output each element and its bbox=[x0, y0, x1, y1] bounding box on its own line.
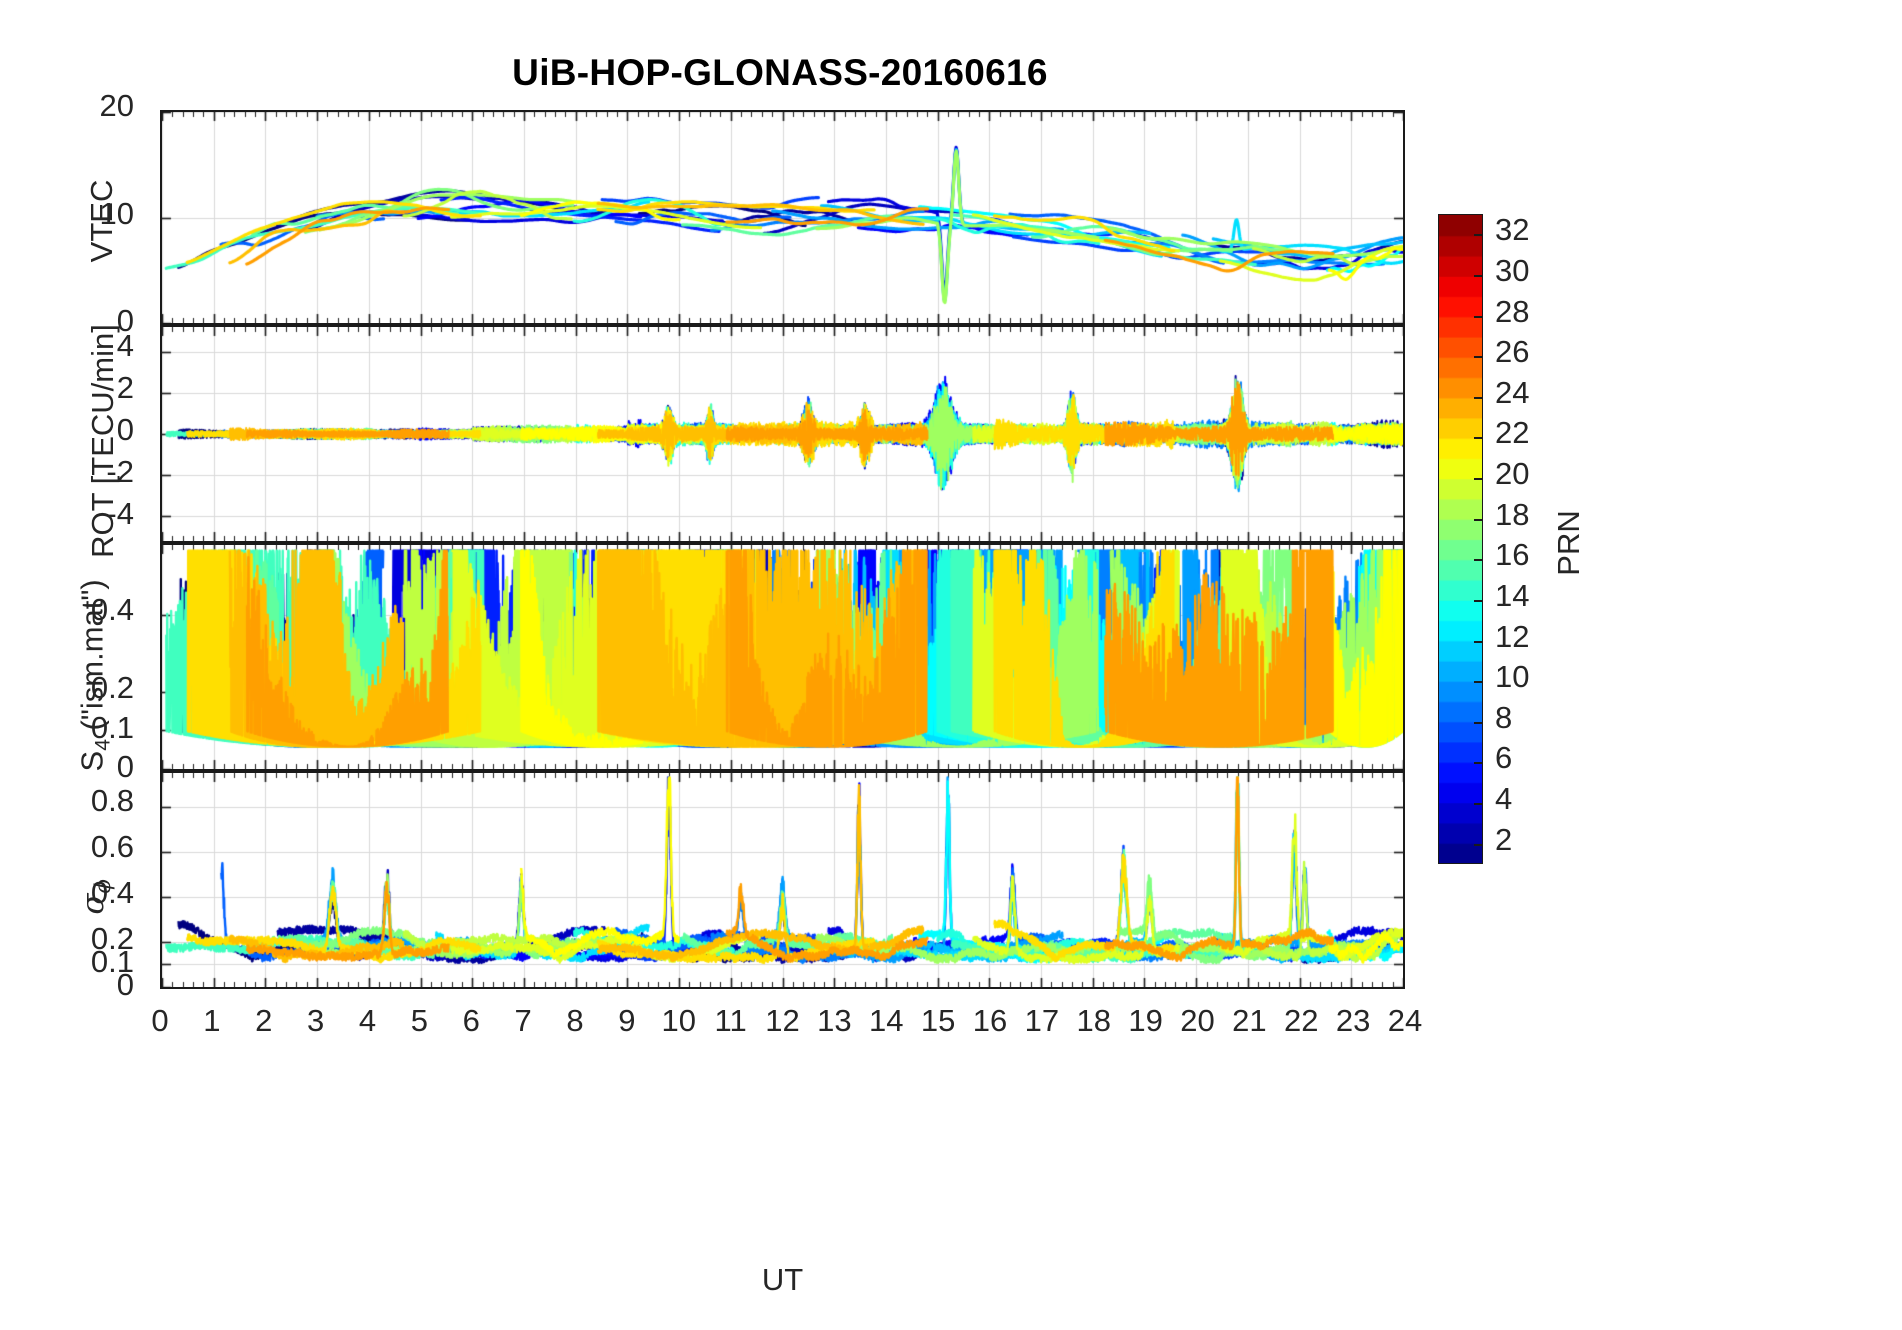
colorbar-tick-24: 24 bbox=[1495, 374, 1530, 410]
y-tick-sigma-phi-0p6: 0.6 bbox=[90, 829, 134, 865]
colorbar bbox=[1438, 214, 1483, 864]
x-tick-23: 23 bbox=[1335, 1003, 1371, 1038]
colorbar-tick-mark bbox=[1474, 721, 1483, 724]
x-tick-14: 14 bbox=[869, 1003, 904, 1038]
x-tick-15: 15 bbox=[920, 1003, 956, 1038]
y-tick-rot-2: 2 bbox=[116, 370, 134, 406]
colorbar-tick-mark bbox=[1474, 599, 1483, 602]
colorbar-tick-28: 28 bbox=[1495, 293, 1530, 329]
colorbar-tick-22: 22 bbox=[1495, 415, 1530, 451]
x-tick-12: 12 bbox=[765, 1003, 800, 1038]
x-tick-3: 3 bbox=[307, 1003, 325, 1038]
colorbar-tick-12: 12 bbox=[1495, 618, 1530, 654]
colorbar-tick-mark bbox=[1474, 478, 1483, 481]
panel-vtec bbox=[160, 110, 1405, 325]
y-tick-s4-0p2: 0.2 bbox=[90, 670, 134, 706]
x-tick-18: 18 bbox=[1076, 1003, 1111, 1038]
colorbar-tick-mark bbox=[1474, 762, 1483, 765]
colorbar-tick-4: 4 bbox=[1495, 781, 1513, 817]
colorbar-tick-10: 10 bbox=[1495, 659, 1530, 695]
y-tick-sigma-phi-0p1: 0.1 bbox=[90, 944, 134, 980]
colorbar-tick-18: 18 bbox=[1495, 496, 1530, 532]
y-tick-s4-0: 0 bbox=[116, 749, 134, 784]
y-tick-sigma-phi-0p4: 0.4 bbox=[90, 875, 134, 911]
colorbar-tick-26: 26 bbox=[1495, 334, 1530, 370]
x-tick-17: 17 bbox=[1024, 1003, 1060, 1038]
y-tick-vtec-10: 10 bbox=[99, 195, 134, 231]
panel-sigma-phi bbox=[160, 771, 1405, 989]
x-tick-2: 2 bbox=[255, 1003, 273, 1038]
y-tick-s4-0p4: 0.4 bbox=[90, 591, 134, 627]
y-tick-rot-neg2: -2 bbox=[106, 453, 134, 489]
figure-title: UiB-HOP-GLONASS-20160616 bbox=[512, 52, 1048, 93]
x-tick-10: 10 bbox=[661, 1003, 696, 1038]
colorbar-tick-32: 32 bbox=[1495, 212, 1530, 248]
y-tick-rot-4: 4 bbox=[116, 328, 134, 364]
colorbar-tick-mark bbox=[1474, 274, 1483, 277]
colorbar-tick-mark bbox=[1474, 234, 1483, 237]
colorbar-tick-8: 8 bbox=[1495, 699, 1513, 735]
x-tick-9: 9 bbox=[618, 1003, 636, 1038]
colorbar-tick-mark bbox=[1474, 843, 1483, 846]
x-tick-0: 0 bbox=[151, 1003, 169, 1038]
x-tick-20: 20 bbox=[1180, 1003, 1215, 1038]
x-tick-22: 22 bbox=[1284, 1003, 1319, 1038]
x-tick-24: 24 bbox=[1387, 1003, 1423, 1038]
colorbar-tick-6: 6 bbox=[1495, 740, 1513, 776]
colorbar-tick-20: 20 bbox=[1495, 456, 1530, 492]
colorbar-tick-14: 14 bbox=[1495, 577, 1530, 613]
y-tick-rot-neg4: -4 bbox=[106, 495, 134, 531]
colorbar-tick-2: 2 bbox=[1495, 821, 1513, 857]
x-tick-13: 13 bbox=[817, 1003, 852, 1038]
x-tick-6: 6 bbox=[462, 1003, 480, 1038]
colorbar-tick-mark bbox=[1474, 396, 1483, 399]
y-tick-sigma-phi-0p2: 0.2 bbox=[90, 921, 134, 957]
x-tick-8: 8 bbox=[566, 1003, 584, 1038]
colorbar-tick-mark bbox=[1474, 640, 1483, 643]
y-tick-s4-0p1: 0.1 bbox=[90, 709, 134, 745]
x-tick-19: 19 bbox=[1128, 1003, 1163, 1038]
y-tick-rot-0: 0 bbox=[116, 412, 134, 447]
y-tick-sigma-phi-0p8: 0.8 bbox=[90, 783, 134, 819]
x-tick-21: 21 bbox=[1232, 1003, 1267, 1038]
colorbar-label: PRN bbox=[1551, 510, 1586, 576]
x-tick-16: 16 bbox=[972, 1003, 1008, 1038]
y-tick-vtec-20: 20 bbox=[99, 88, 134, 123]
colorbar-tick-30: 30 bbox=[1495, 252, 1530, 288]
colorbar-tick-16: 16 bbox=[1495, 537, 1530, 573]
colorbar-tick-mark bbox=[1474, 356, 1483, 359]
colorbar-tick-mark bbox=[1474, 559, 1483, 562]
colorbar-tick-mark bbox=[1474, 681, 1483, 684]
x-tick-11: 11 bbox=[714, 1003, 747, 1038]
y-tick-vtec-0: 0 bbox=[116, 303, 134, 338]
colorbar-tick-mark bbox=[1474, 315, 1483, 318]
colorbar-tick-mark bbox=[1474, 518, 1483, 521]
panel-rot bbox=[160, 325, 1405, 543]
x-tick-1: 1 bbox=[203, 1003, 221, 1038]
y-tick-sigma-phi-0: 0 bbox=[116, 967, 134, 1002]
x-tick-5: 5 bbox=[410, 1003, 428, 1038]
panel-s4 bbox=[160, 543, 1405, 771]
axis-label-ut: UT bbox=[761, 1262, 804, 1297]
x-tick-4: 4 bbox=[358, 1003, 377, 1038]
x-tick-7: 7 bbox=[514, 1003, 532, 1038]
colorbar-tick-mark bbox=[1474, 437, 1483, 440]
colorbar-tick-mark bbox=[1474, 803, 1483, 806]
